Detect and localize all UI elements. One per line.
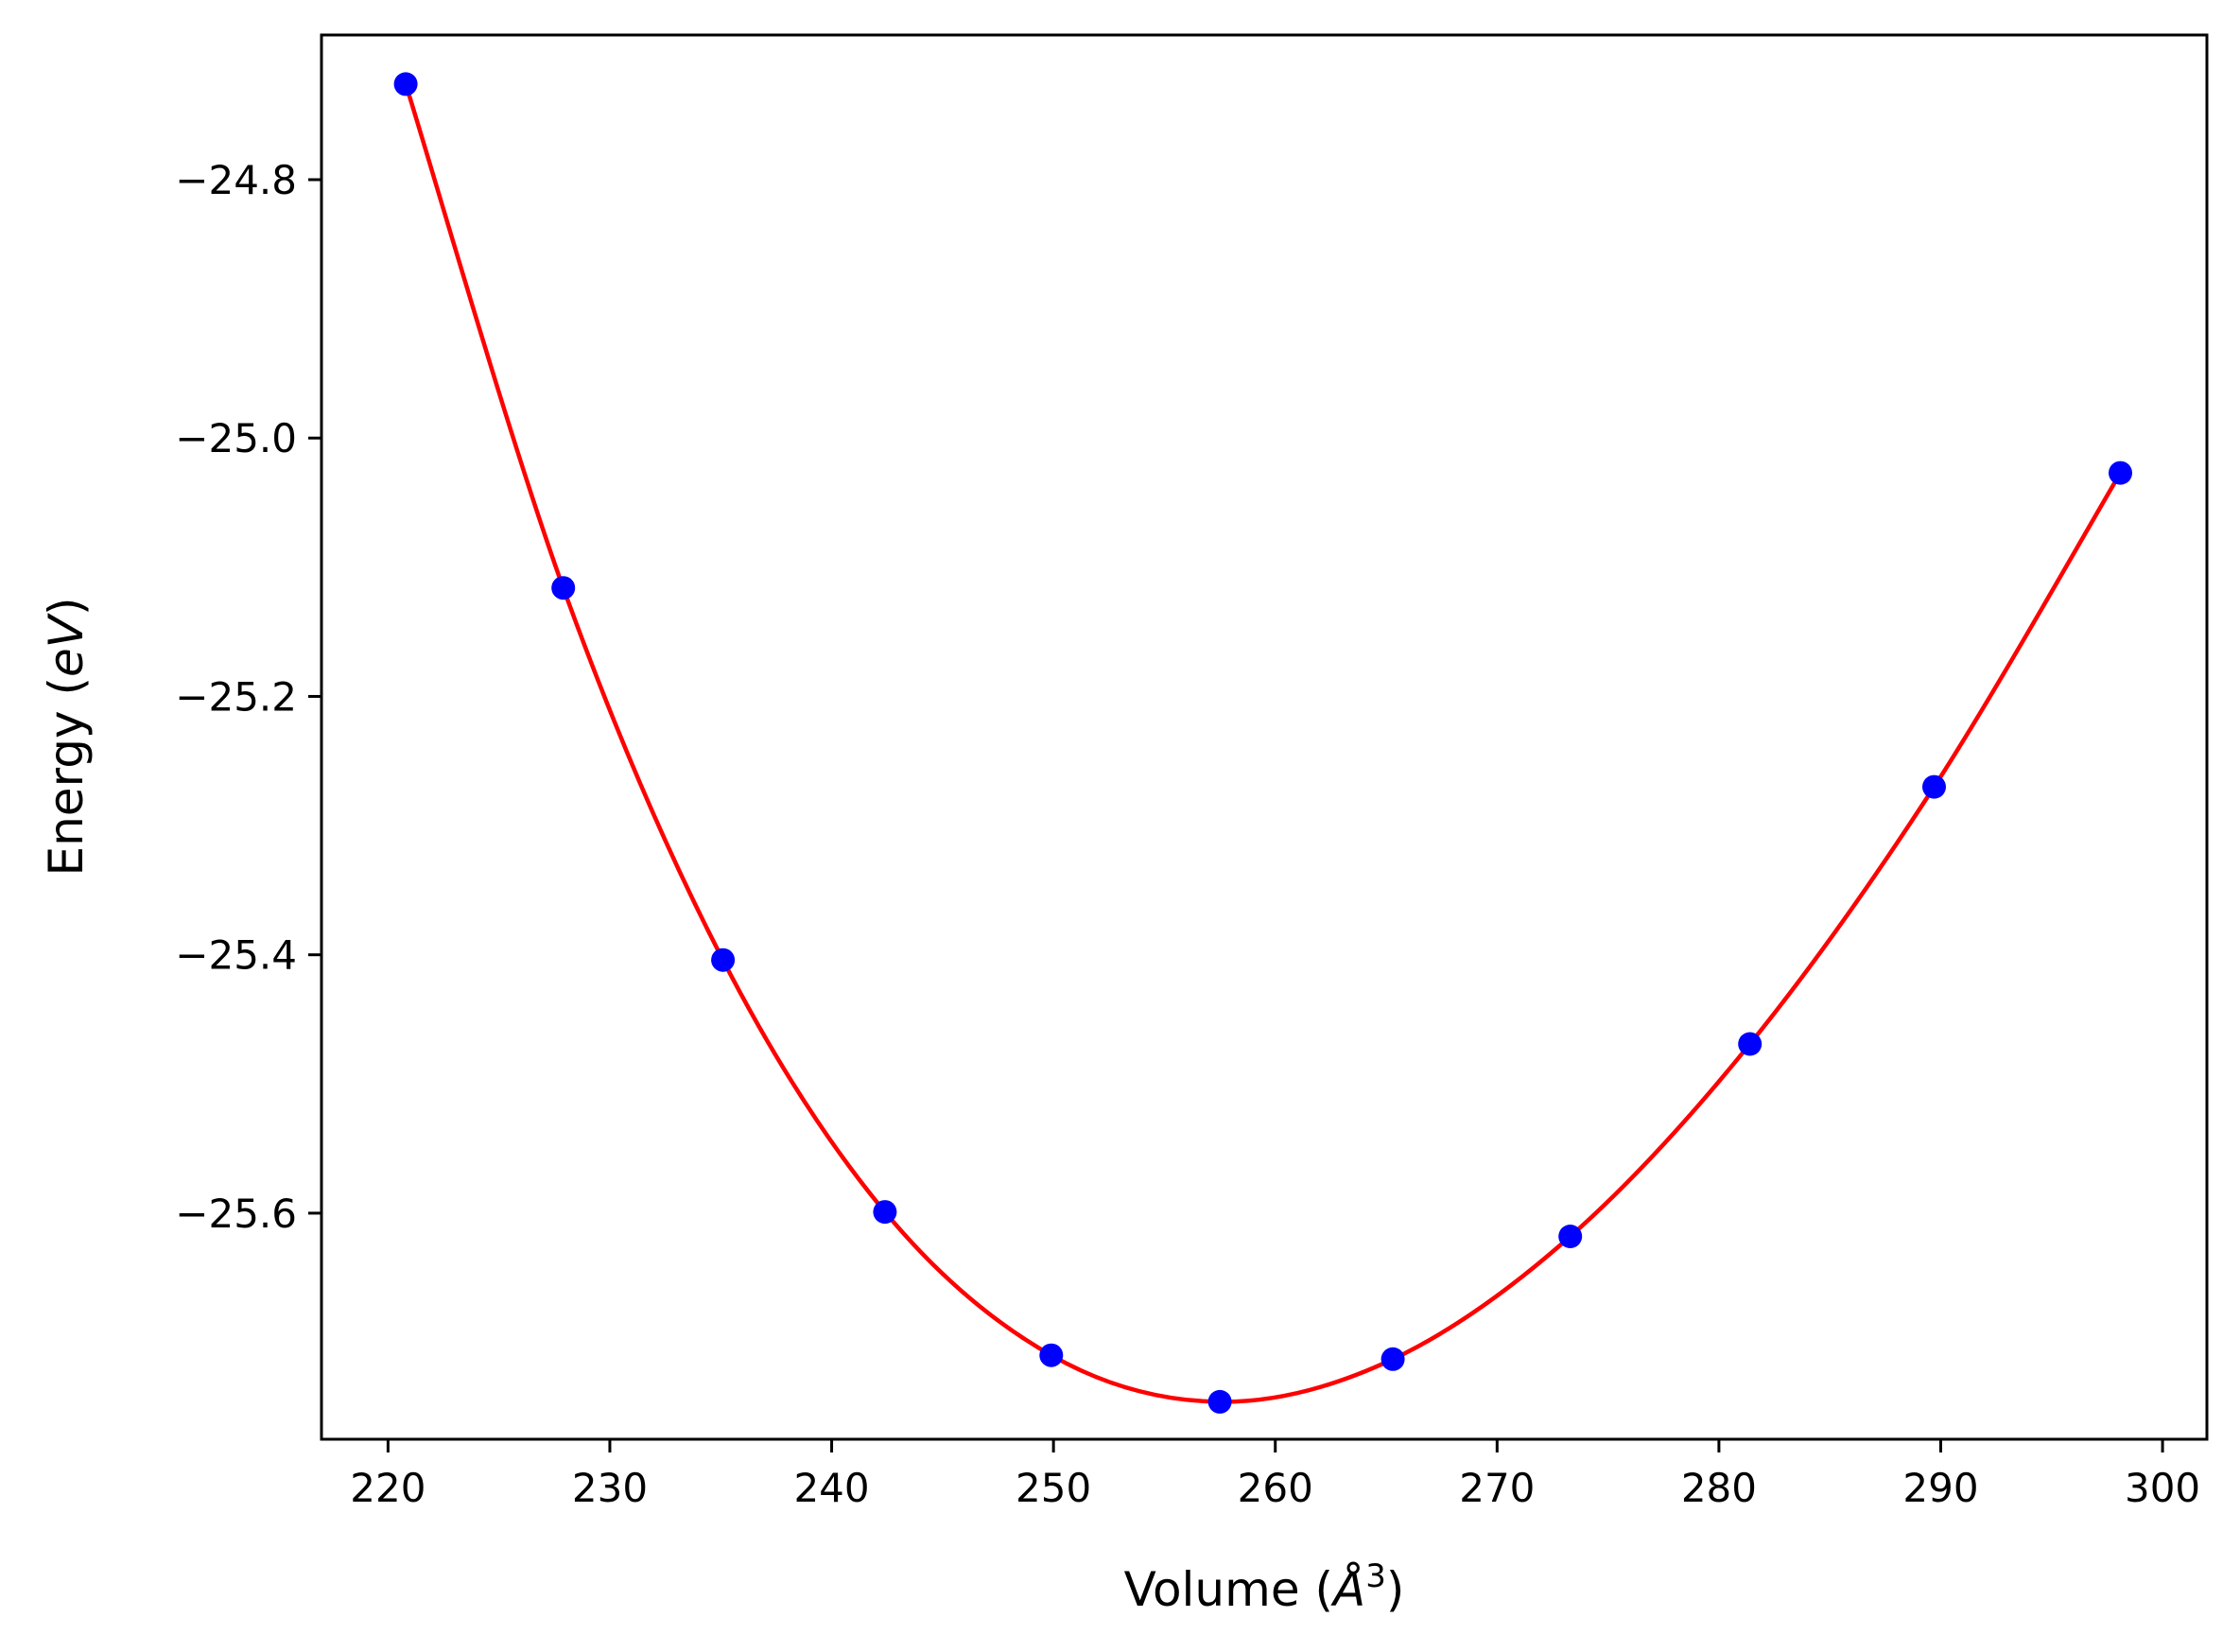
data-point	[1558, 1225, 1583, 1248]
x-tick-label: 260	[1238, 1465, 1313, 1511]
y-tick-label: −25.0	[175, 415, 297, 461]
x-tick-label: 230	[572, 1465, 648, 1511]
fit-curve-line	[403, 83, 2123, 1404]
data-point	[2109, 461, 2132, 485]
fit-curve-layer	[403, 83, 2123, 1404]
data-point	[711, 948, 736, 972]
y-tick-label: −25.2	[175, 673, 297, 720]
x-tick-label: 270	[1459, 1465, 1535, 1511]
x-tick-label: 300	[2125, 1465, 2200, 1511]
x-tick-label: 220	[350, 1465, 425, 1511]
data-point	[551, 576, 576, 600]
x-axis-label: Volume (Å3)	[1124, 1557, 1405, 1617]
x-tick-label: 250	[1016, 1465, 1091, 1511]
data-point	[1039, 1343, 1064, 1367]
y-axis: −24.8 −25.0 −25.2 −25.4 −25.6	[175, 157, 321, 1237]
x-axis-label-prefix: Volume (	[1124, 1562, 1333, 1617]
x-tick-label: 290	[1902, 1465, 1978, 1511]
x-axis-label-exponent: 3	[1365, 1557, 1386, 1595]
x-tick-label: 240	[793, 1465, 869, 1511]
y-axis-label: Energy (eV)	[39, 598, 94, 877]
y-tick-label: −25.4	[175, 932, 297, 979]
x-axis-label-suffix: )	[1386, 1562, 1405, 1617]
data-point	[1380, 1347, 1405, 1371]
y-axis-label-suffix: )	[39, 598, 94, 617]
x-tick-label: 280	[1681, 1465, 1757, 1511]
x-axis: 220 230 240 250 260 270 280 290 300	[350, 1439, 2200, 1511]
data-point	[1922, 774, 1946, 799]
y-tick-label: −25.6	[175, 1191, 297, 1237]
data-point	[1207, 1389, 1232, 1414]
plot-area-frame	[320, 33, 2209, 1441]
data-point	[873, 1200, 897, 1225]
data-point	[393, 72, 418, 96]
y-axis-label-unit: eV	[39, 612, 94, 677]
x-axis-label-symbol: Å	[1330, 1562, 1365, 1617]
y-tick-label: −24.8	[175, 157, 297, 203]
data-points-layer	[393, 72, 2132, 1414]
data-point	[1738, 1032, 1762, 1056]
y-axis-label-prefix: Energy (	[39, 677, 94, 876]
